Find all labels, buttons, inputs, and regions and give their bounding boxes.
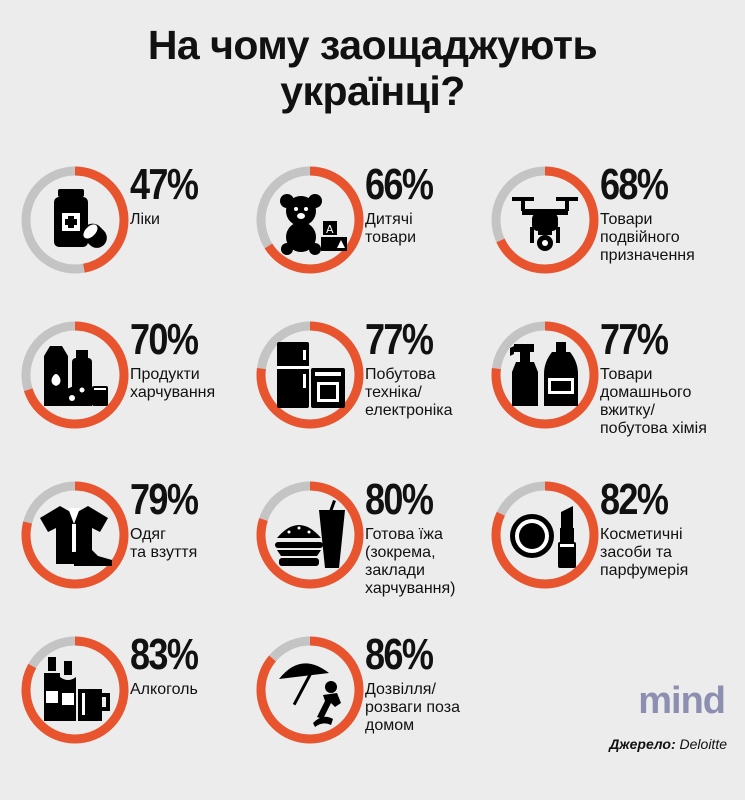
source-note: Джерело: Deloitte: [609, 736, 727, 752]
ring-value-arc: [256, 481, 364, 589]
ring-value-arc: [256, 321, 364, 429]
progress-ring: [21, 321, 129, 429]
progress-ring: [256, 481, 364, 589]
stat-item: 77% Товари домашнього вжитку/ побутова хі…: [490, 316, 735, 450]
ring-value-arc: [491, 481, 599, 589]
stat-percent: 83%: [130, 630, 199, 679]
beach-umbrella-icon: [279, 663, 341, 727]
progress-ring: [21, 166, 129, 274]
bottles-icon: [44, 657, 110, 721]
stat-percent: 68%: [600, 160, 669, 209]
ring-value-arc: [491, 166, 599, 274]
progress-ring: [491, 481, 599, 589]
cosmetics-icon: [510, 506, 576, 568]
ring-value-arc: [21, 636, 129, 744]
stat-item: 80% Готова їжа (зокрема, заклади харчуван…: [255, 476, 500, 610]
stat-percent: 80%: [365, 475, 434, 524]
stat-percent: 86%: [365, 630, 434, 679]
stat-percent: 47%: [130, 160, 199, 209]
source-value: Deloitte: [679, 736, 727, 752]
progress-ring: [21, 481, 129, 589]
progress-ring: [256, 636, 364, 744]
page-title: На чому заощаджують українці?: [0, 22, 745, 114]
pills-icon: [54, 189, 107, 248]
stat-item: 77% Побутова техніка/ електроніка: [255, 316, 500, 450]
stat-label: Ліки: [130, 211, 160, 228]
stat-percent: 82%: [600, 475, 669, 524]
cleaning-bottles-icon: [510, 342, 578, 406]
stat-item: 68% Товари подвійного призначення: [490, 161, 735, 295]
drone-icon: [512, 197, 578, 251]
progress-ring: [21, 636, 129, 744]
stat-label: Дозвілля/ розваги поза домом: [365, 681, 461, 734]
stat-item: 82% Косметичні засоби та парфумерія: [490, 476, 735, 610]
ring-value-arc: [21, 166, 129, 274]
svg-text:A: A: [326, 223, 334, 236]
appliances-icon: [277, 342, 345, 408]
stat-percent: 77%: [365, 315, 434, 364]
stat-label: Продукти харчування: [130, 366, 216, 401]
stat-percent: 79%: [130, 475, 199, 524]
progress-ring: [491, 321, 599, 429]
stat-label: Побутова техніка/ електроніка: [365, 366, 453, 419]
ring-value-arc: [491, 321, 599, 429]
stat-label: Косметичні засоби та парфумерія: [600, 526, 689, 579]
stat-percent: 77%: [600, 315, 669, 364]
progress-ring: [491, 166, 599, 274]
clothes-icon: [40, 506, 112, 566]
stat-item: 83% Алкоголь: [20, 631, 265, 765]
stat-percent: 66%: [365, 160, 434, 209]
stat-item: 47% Ліки: [20, 161, 265, 295]
mind-logo: mind: [638, 680, 726, 722]
ring-value-arc: [256, 166, 364, 274]
stat-item: 79% Одяг та взуття: [20, 476, 265, 610]
teddy-bear-icon: A: [280, 194, 347, 255]
source-label: Джерело:: [609, 736, 676, 752]
progress-ring: [256, 321, 364, 429]
ring-value-arc: [21, 481, 129, 589]
ring-value-arc: [256, 636, 364, 744]
stat-label: Дитячі товари: [365, 211, 417, 246]
stat-label: Алкоголь: [130, 681, 198, 698]
stat-label: Товари подвійного призначення: [600, 211, 695, 264]
stat-item: 70% Продукти харчування: [20, 316, 265, 450]
groceries-icon: [44, 346, 108, 406]
ring-value-arc: [21, 321, 129, 429]
stat-item: 86% Дозвілля/ розваги поза домом: [255, 631, 500, 765]
stat-label: Товари домашнього вжитку/ побутова хімія: [600, 366, 707, 437]
stat-label: Одяг та взуття: [130, 526, 198, 561]
stat-item: A 66% Дитячі товари: [255, 161, 500, 295]
stat-label: Готова їжа (зокрема, заклади харчування): [365, 526, 456, 597]
title-line-2: українці?: [280, 68, 465, 114]
fast-food-icon: [275, 500, 345, 568]
stat-percent: 70%: [130, 315, 199, 364]
progress-ring: [256, 166, 364, 274]
title-line-1: На чому заощаджують: [147, 22, 598, 68]
